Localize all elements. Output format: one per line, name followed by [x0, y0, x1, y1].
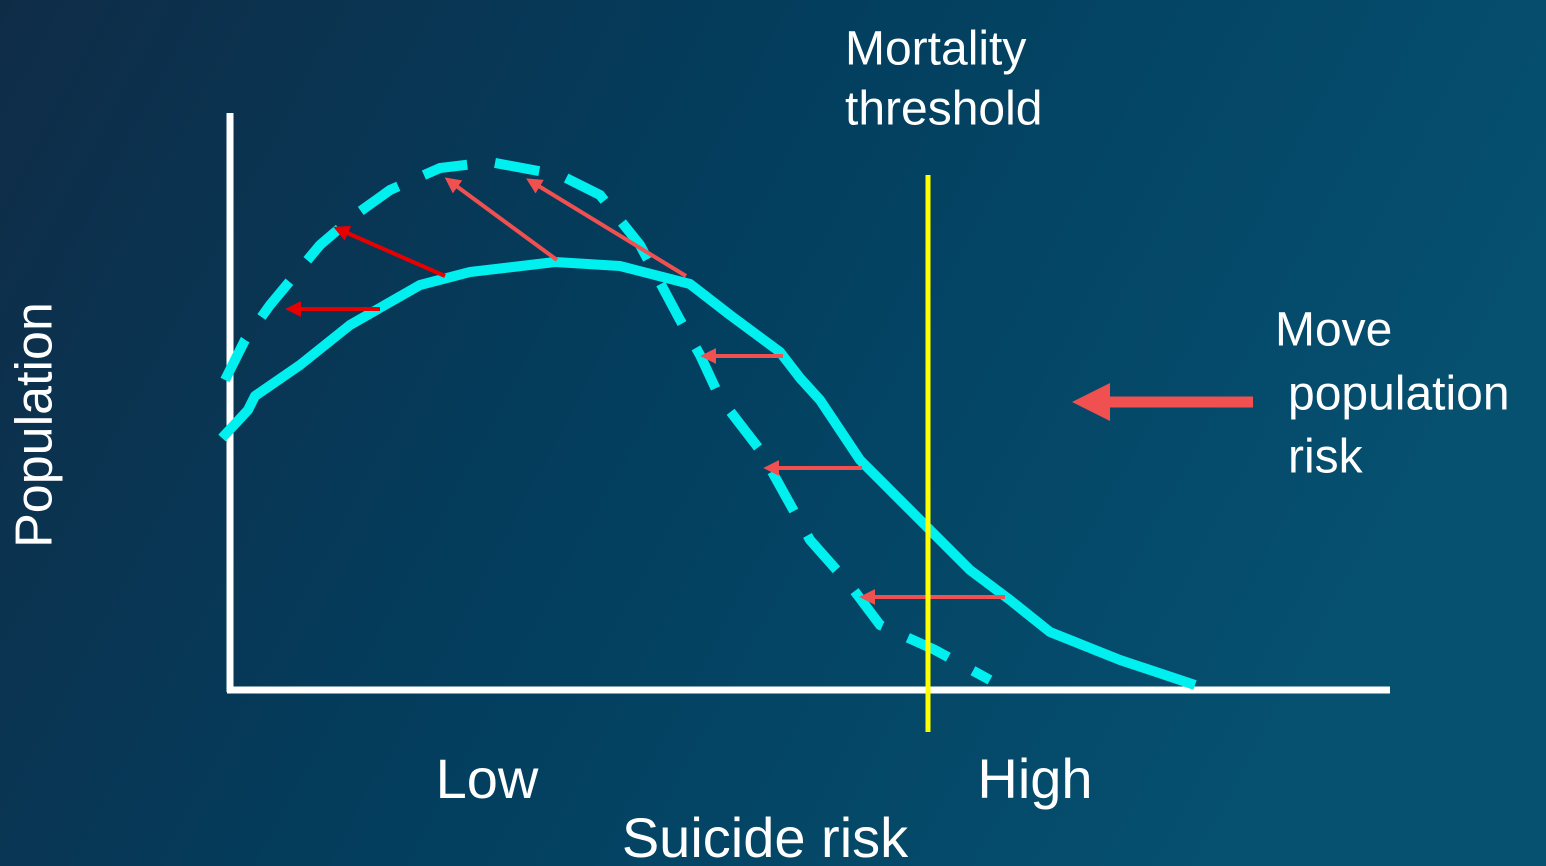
x-axis-label: Suicide risk [622, 806, 909, 866]
shift-arrow [526, 178, 688, 278]
move-label: Move [1275, 304, 1392, 357]
shift-arrows [285, 177, 1005, 605]
current-distribution-curve [218, 257, 1197, 690]
x-low-label: Low [436, 747, 539, 810]
x-high-label: High [977, 747, 1092, 810]
shift-arrow [333, 225, 446, 278]
threshold-label: threshold [845, 83, 1042, 136]
move-label: population [1288, 368, 1510, 421]
y-axis-label: Population [6, 302, 64, 548]
threshold-label: Mortality [845, 23, 1026, 76]
shifted-distribution-curve [220, 156, 993, 685]
move-label: risk [1288, 431, 1364, 484]
move-arrow-head [1072, 383, 1110, 421]
shift-arrow [444, 177, 559, 262]
